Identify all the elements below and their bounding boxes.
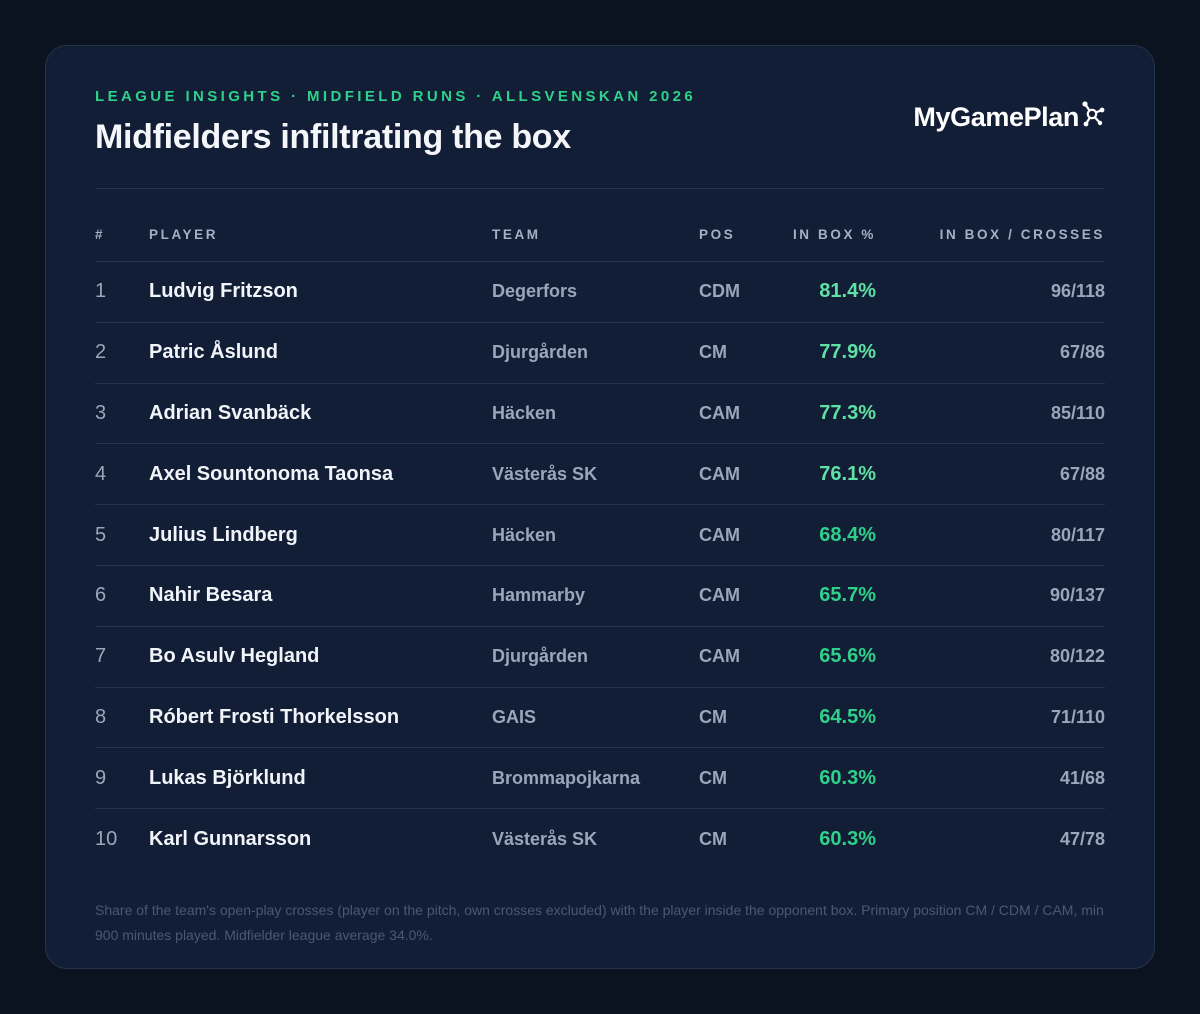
rank-cell: 2 — [95, 341, 107, 364]
team-cell: Västerås SK — [492, 463, 598, 484]
column-header-player: PLAYER — [149, 226, 219, 242]
player-name-cell: Patric Åslund — [149, 341, 278, 364]
team-cell: Häcken — [492, 402, 557, 423]
in-box-crosses-cell: 67/88 — [1059, 463, 1105, 484]
table-row: 2 Patric Åslund Djurgården CM 77.9% 67/86 — [95, 321, 1105, 383]
player-name-cell: Lukas Björklund — [149, 766, 306, 789]
page-title: Midfielders infiltrating the box — [95, 118, 571, 156]
in-box-crosses-cell: 41/68 — [1059, 767, 1105, 788]
in-box-pct-cell: 81.4% — [819, 280, 876, 303]
position-cell: CAM — [699, 402, 740, 423]
rank-cell: 4 — [95, 462, 107, 485]
player-name-cell: Adrian Svanbäck — [149, 401, 312, 424]
in-box-pct-cell: 65.7% — [819, 584, 876, 607]
position-cell: CM — [699, 706, 727, 727]
team-cell: Degerfors — [492, 281, 578, 302]
in-box-pct-cell: 64.5% — [819, 705, 876, 728]
position-cell: CAM — [699, 646, 740, 667]
in-box-pct-cell: 76.1% — [819, 462, 876, 485]
table-row: 3 Adrian Svanbäck Häcken CAM 77.3% 85/110 — [95, 382, 1105, 444]
table-row: 1 Ludvig Fritzson Degerfors CDM 81.4% 96/118 — [95, 261, 1105, 322]
table-row: 4 Axel Sountonoma Taonsa Västerås SK CAM 76.… — [95, 443, 1105, 504]
player-name-cell: Ludvig Fritzson — [149, 280, 298, 303]
player-name-cell: Róbert Frosti Thorkelsson — [149, 705, 400, 728]
rank-cell: 6 — [95, 584, 107, 607]
in-box-crosses-cell: 67/86 — [1059, 342, 1105, 363]
team-cell: GAIS — [492, 706, 537, 727]
column-header-pos: POS — [699, 226, 736, 242]
in-box-pct-cell: 68.4% — [819, 523, 876, 546]
position-cell: CAM — [699, 463, 740, 484]
table-row: 10 Karl Gunnarsson Västerås SK CM 60.3% 47/78 — [95, 808, 1105, 869]
table-row: 9 Lukas Björklund Brommapojkarna CM 60.3% 41/… — [95, 747, 1105, 808]
position-cell: CM — [699, 767, 727, 788]
in-box-crosses-cell: 96/118 — [1050, 281, 1105, 302]
team-cell: Djurgården — [492, 646, 589, 667]
rank-cell: 1 — [95, 280, 107, 303]
footnote: Share of the team's open-play crosses (p… — [95, 902, 1104, 943]
team-cell: Djurgården — [492, 342, 589, 363]
team-cell: Brommapojkarna — [492, 767, 641, 788]
table-row: 6 Nahir Besara Hammarby CAM 65.7% 90/137 — [95, 564, 1105, 626]
position-cell: CDM — [699, 281, 740, 302]
rank-cell: 7 — [95, 645, 107, 668]
rank-cell: 3 — [95, 401, 107, 424]
in-box-pct-cell: 60.3% — [819, 766, 876, 789]
in-box-crosses-cell: 80/117 — [1050, 524, 1105, 545]
in-box-crosses-cell: 90/137 — [1049, 585, 1105, 606]
header-divider — [95, 188, 1105, 189]
column-header-in-box-pct: IN BOX % — [792, 226, 876, 242]
player-name-cell: Karl Gunnarsson — [149, 827, 312, 850]
player-name-cell: Axel Sountonoma Taonsa — [149, 462, 394, 485]
team-cell: Hammarby — [492, 585, 586, 606]
in-box-pct-cell: 77.3% — [819, 401, 876, 424]
column-header-rank: # — [95, 226, 106, 242]
rank-cell: 9 — [95, 766, 107, 789]
table-row: 5 Julius Lindberg Häcken CAM 68.4% 80/117 — [95, 504, 1105, 565]
logo-wordmark: MyGamePlan — [913, 102, 1079, 132]
brand-logo: MyGamePlan — [913, 100, 1106, 133]
in-box-crosses-cell: 85/110 — [1050, 402, 1105, 423]
column-header-team: TEAM — [492, 226, 541, 242]
position-cell: CAM — [699, 585, 740, 606]
insights-card: LEAGUE INSIGHTS · MIDFIELD RUNS · ALLSVE… — [45, 45, 1155, 969]
table-row: 7 Bo Asulv Hegland Djurgården CAM 65.6% 80/12… — [95, 625, 1105, 687]
player-name-cell: Bo Asulv Hegland — [149, 645, 320, 668]
eyebrow-label: LEAGUE INSIGHTS · MIDFIELD RUNS · ALLSVE… — [95, 88, 697, 105]
in-box-crosses-cell: 71/110 — [1050, 706, 1105, 727]
rank-cell: 8 — [95, 705, 107, 728]
team-cell: Västerås SK — [492, 828, 598, 849]
in-box-pct-cell: 77.9% — [819, 341, 876, 364]
table-row: 8 Róbert Frosti Thorkelsson GAIS CM 64.5% 71/… — [95, 686, 1105, 748]
position-cell: CM — [699, 828, 727, 849]
position-cell: CAM — [699, 524, 740, 545]
rank-cell: 10 — [95, 827, 118, 850]
in-box-pct-cell: 65.6% — [819, 645, 876, 668]
logo-network-icon — [1082, 100, 1105, 126]
position-cell: CM — [699, 342, 727, 363]
player-name-cell: Nahir Besara — [149, 584, 273, 607]
team-cell: Häcken — [492, 524, 557, 545]
column-header-in-box-crosses: IN BOX / CROSSES — [939, 226, 1105, 242]
player-name-cell: Julius Lindberg — [149, 523, 298, 546]
table-body: 1 Ludvig Fritzson Degerfors CDM 81.4% 96/118 2… — [95, 261, 1105, 869]
rank-cell: 5 — [95, 523, 107, 546]
in-box-pct-cell: 60.3% — [819, 827, 876, 850]
in-box-crosses-cell: 80/122 — [1049, 646, 1105, 667]
table-header: # PLAYER TEAM POS IN BOX % IN BOX / CROS… — [95, 224, 1105, 244]
in-box-crosses-cell: 47/78 — [1059, 828, 1105, 849]
